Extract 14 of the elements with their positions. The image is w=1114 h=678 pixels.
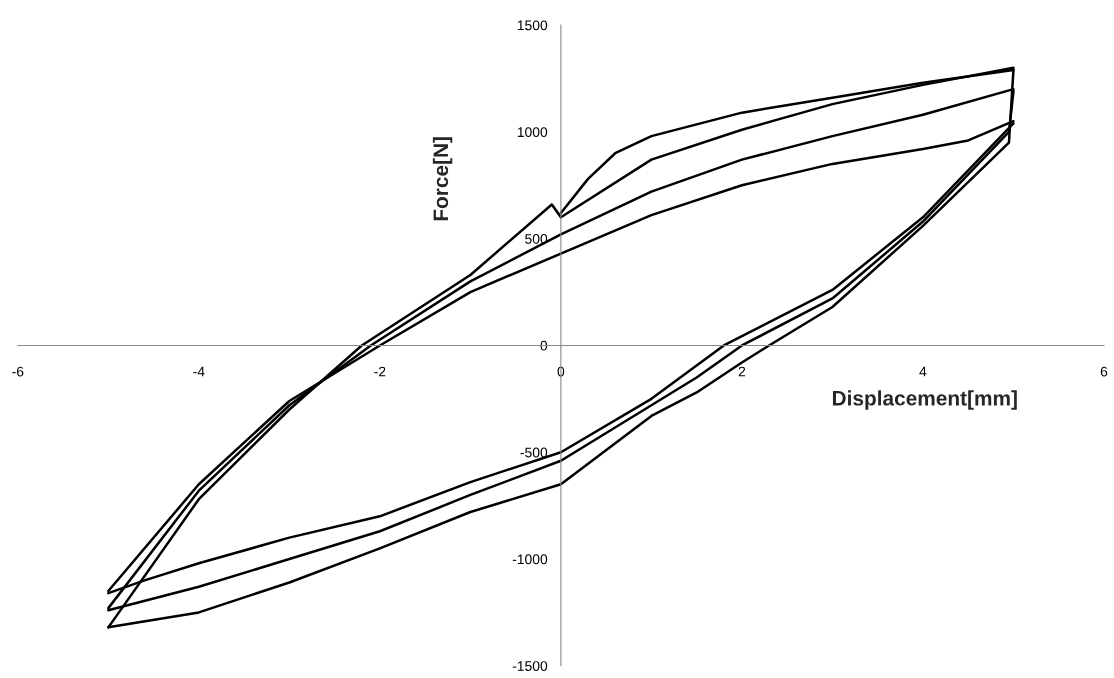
y-tick-label: -500 xyxy=(520,447,548,458)
x-tick-label: 4 xyxy=(919,366,927,377)
y-axis-title: Force[N] xyxy=(432,137,453,221)
x-tick-label: 0 xyxy=(557,366,565,377)
x-tick-label: -2 xyxy=(374,366,386,377)
y-tick-label: -1000 xyxy=(512,554,548,565)
x-tick-label: 2 xyxy=(738,366,746,377)
y-tick-label: 1500 xyxy=(517,20,548,31)
x-tick-label: -6 xyxy=(12,366,24,377)
x-axis-title: Displacement[mm] xyxy=(832,390,1017,410)
x-tick-label: 6 xyxy=(1100,366,1108,377)
y-tick-label: 1000 xyxy=(517,127,548,138)
y-tick-label: -1500 xyxy=(512,661,548,671)
x-tick-label: -4 xyxy=(193,366,205,377)
